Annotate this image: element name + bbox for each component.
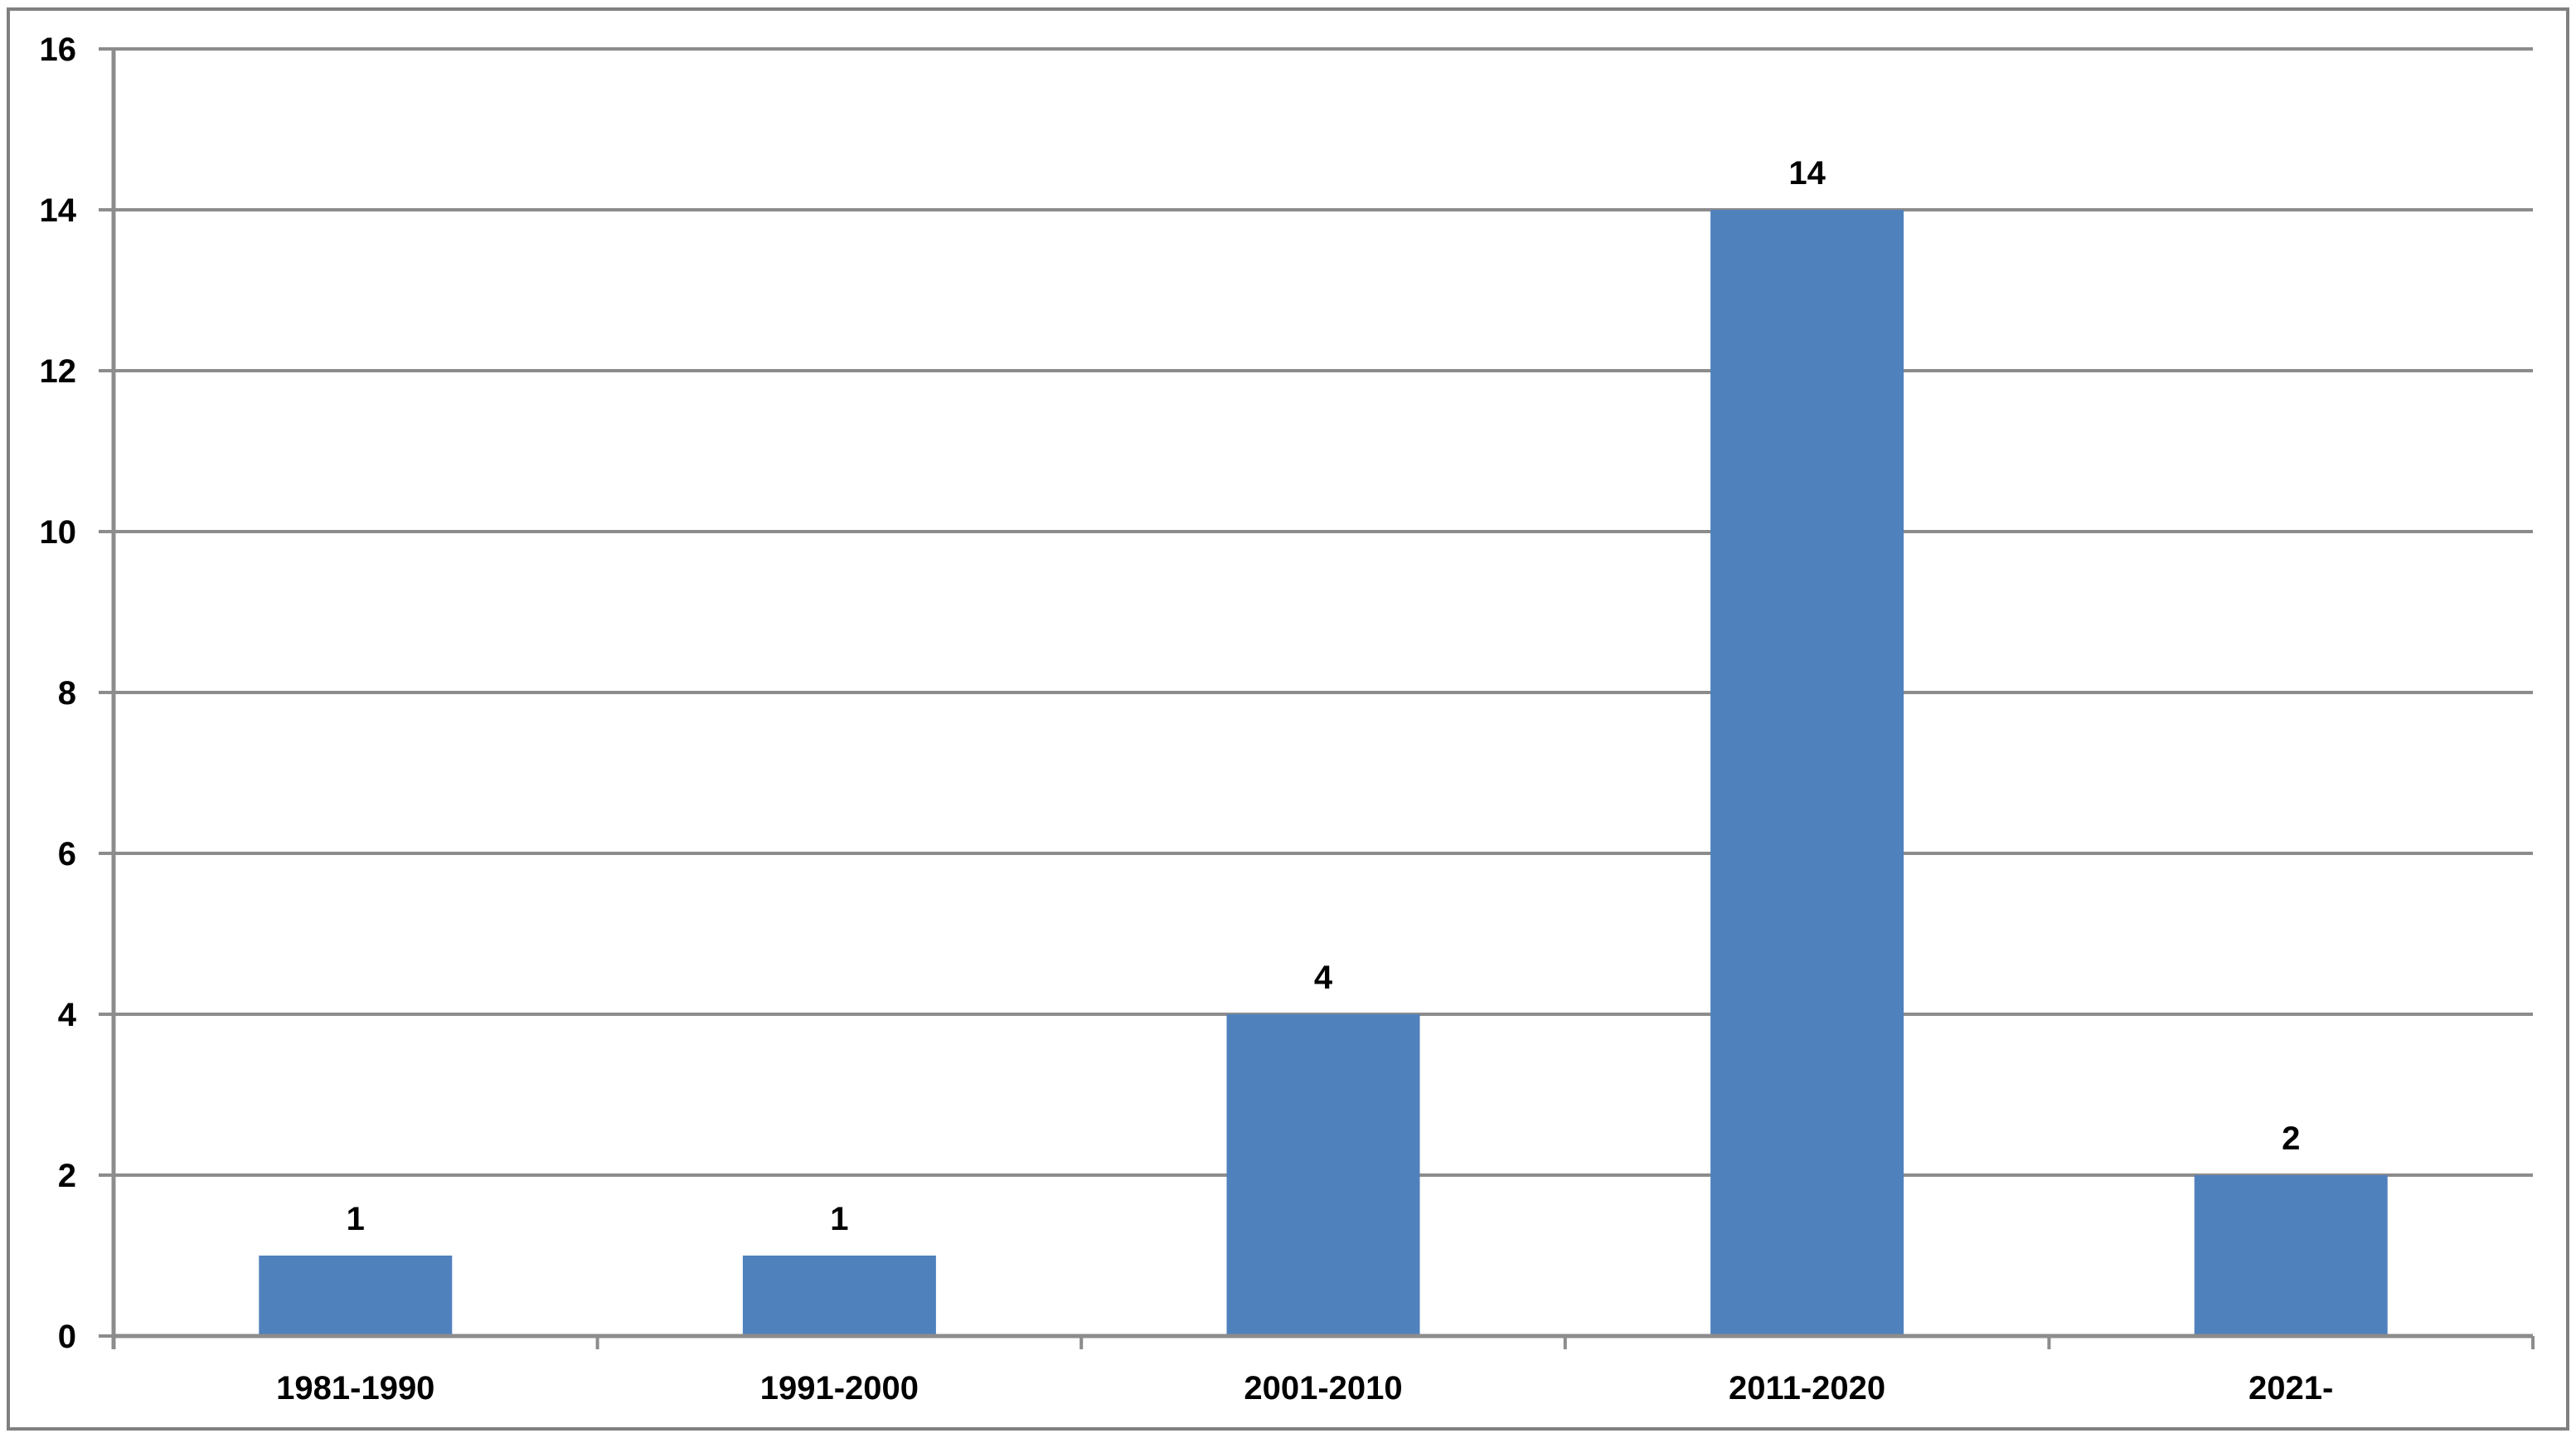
y-axis-tick-label-14: 14: [40, 192, 77, 229]
data-label-2011-2020: 14: [1788, 155, 1826, 192]
y-axis-tick-label-16: 16: [40, 32, 77, 68]
y-axis-tick-label-8: 8: [58, 675, 76, 712]
x-axis-category-label-2011-2020: 2011-2020: [1729, 1370, 1885, 1407]
data-label-2021-: 2: [2282, 1120, 2300, 1157]
y-axis-tick-label-10: 10: [40, 514, 77, 551]
y-axis-tick-label-4: 4: [58, 997, 77, 1033]
data-label-2001-2010: 4: [1314, 960, 1333, 996]
bar-2021-: [2194, 1175, 2388, 1336]
x-axis-category-label-1991-2000: 1991-2000: [760, 1370, 919, 1407]
y-axis-tick-label-0: 0: [58, 1319, 76, 1355]
data-label-1981-1990: 1: [347, 1201, 365, 1237]
chart-outer-border: [7, 7, 2569, 1431]
x-axis-category-label-2021-: 2021-: [2249, 1370, 2333, 1407]
bar-2001-2010: [1226, 1014, 1420, 1336]
bar-1991-2000: [742, 1256, 936, 1336]
data-label-1991-2000: 1: [830, 1201, 848, 1237]
y-axis-tick-label-12: 12: [40, 353, 77, 390]
x-axis-category-label-1981-1990: 1981-1990: [276, 1370, 434, 1407]
y-axis-tick-label-6: 6: [58, 836, 76, 872]
x-axis-category-label-2001-2010: 2001-2010: [1244, 1370, 1402, 1407]
y-axis-tick-label-2: 2: [58, 1158, 76, 1194]
bar-2011-2020: [1710, 210, 1904, 1336]
bar-1981-1990: [259, 1256, 453, 1336]
